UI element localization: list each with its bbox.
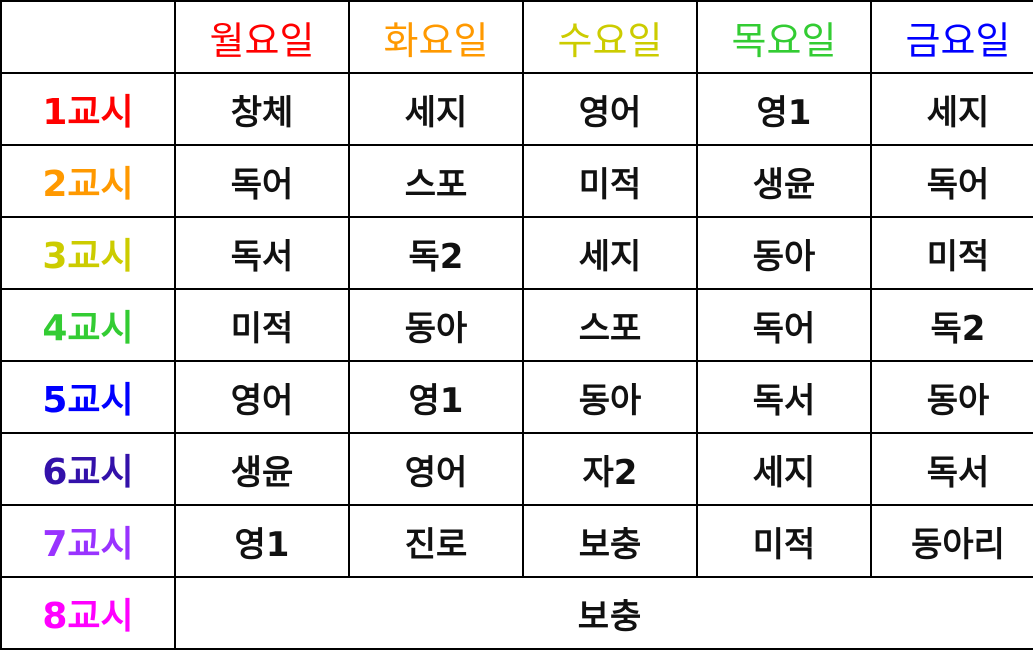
subject-cell: 미적 bbox=[870, 216, 1033, 290]
period-label: 7교시 bbox=[0, 504, 176, 578]
subject-cell: 세지 bbox=[348, 72, 524, 146]
subject-cell: 영1 bbox=[174, 504, 350, 578]
day-header-thu: 목요일 bbox=[696, 0, 872, 74]
subject-cell: 독어 bbox=[870, 144, 1033, 218]
subject-cell: 독서 bbox=[696, 360, 872, 434]
subject-cell: 스포 bbox=[522, 288, 698, 362]
subject-cell: 독어 bbox=[174, 144, 350, 218]
subject-cell: 생윤 bbox=[696, 144, 872, 218]
subject-cell: 영어 bbox=[348, 432, 524, 506]
day-header-mon: 월요일 bbox=[174, 0, 350, 74]
subject-cell: 독2 bbox=[870, 288, 1033, 362]
header-row: 월요일 화요일 수요일 목요일 금요일 bbox=[0, 0, 1033, 74]
subject-cell: 미적 bbox=[522, 144, 698, 218]
subject-cell: 동아 bbox=[348, 288, 524, 362]
day-header-fri: 금요일 bbox=[870, 0, 1033, 74]
subject-cell: 영어 bbox=[174, 360, 350, 434]
day-header-wed: 수요일 bbox=[522, 0, 698, 74]
subject-cell: 영어 bbox=[522, 72, 698, 146]
subject-cell: 세지 bbox=[522, 216, 698, 290]
period-row-7: 7교시 영1 진로 보충 미적 동아리 bbox=[0, 504, 1033, 578]
period-row-4: 4교시 미적 동아 스포 독어 독2 bbox=[0, 288, 1033, 362]
subject-cell: 독서 bbox=[870, 432, 1033, 506]
merged-subject-cell: 보충 bbox=[174, 576, 1033, 650]
period-row-2: 2교시 독어 스포 미적 생윤 독어 bbox=[0, 144, 1033, 218]
subject-cell: 동아 bbox=[870, 360, 1033, 434]
day-header-tue: 화요일 bbox=[348, 0, 524, 74]
period-label: 6교시 bbox=[0, 432, 176, 506]
period-label: 3교시 bbox=[0, 216, 176, 290]
period-label: 1교시 bbox=[0, 72, 176, 146]
period-row-6: 6교시 생윤 영어 자2 세지 독서 bbox=[0, 432, 1033, 506]
subject-cell: 동아리 bbox=[870, 504, 1033, 578]
subject-cell: 동아 bbox=[522, 360, 698, 434]
subject-cell: 동아 bbox=[696, 216, 872, 290]
subject-cell: 생윤 bbox=[174, 432, 350, 506]
period-label: 8교시 bbox=[0, 576, 176, 650]
subject-cell: 창체 bbox=[174, 72, 350, 146]
subject-cell: 영1 bbox=[348, 360, 524, 434]
corner-cell bbox=[0, 0, 176, 74]
subject-cell: 미적 bbox=[696, 504, 872, 578]
period-row-8: 8교시 보충 bbox=[0, 576, 1033, 650]
subject-cell: 자2 bbox=[522, 432, 698, 506]
subject-cell: 미적 bbox=[174, 288, 350, 362]
subject-cell: 세지 bbox=[870, 72, 1033, 146]
period-row-3: 3교시 독서 독2 세지 동아 미적 bbox=[0, 216, 1033, 290]
period-label: 4교시 bbox=[0, 288, 176, 362]
period-row-5: 5교시 영어 영1 동아 독서 동아 bbox=[0, 360, 1033, 434]
subject-cell: 보충 bbox=[522, 504, 698, 578]
subject-cell: 진로 bbox=[348, 504, 524, 578]
subject-cell: 영1 bbox=[696, 72, 872, 146]
subject-cell: 스포 bbox=[348, 144, 524, 218]
subject-cell: 세지 bbox=[696, 432, 872, 506]
period-label: 5교시 bbox=[0, 360, 176, 434]
subject-cell: 독2 bbox=[348, 216, 524, 290]
subject-cell: 독서 bbox=[174, 216, 350, 290]
subject-cell: 독어 bbox=[696, 288, 872, 362]
period-row-1: 1교시 창체 세지 영어 영1 세지 bbox=[0, 72, 1033, 146]
period-label: 2교시 bbox=[0, 144, 176, 218]
